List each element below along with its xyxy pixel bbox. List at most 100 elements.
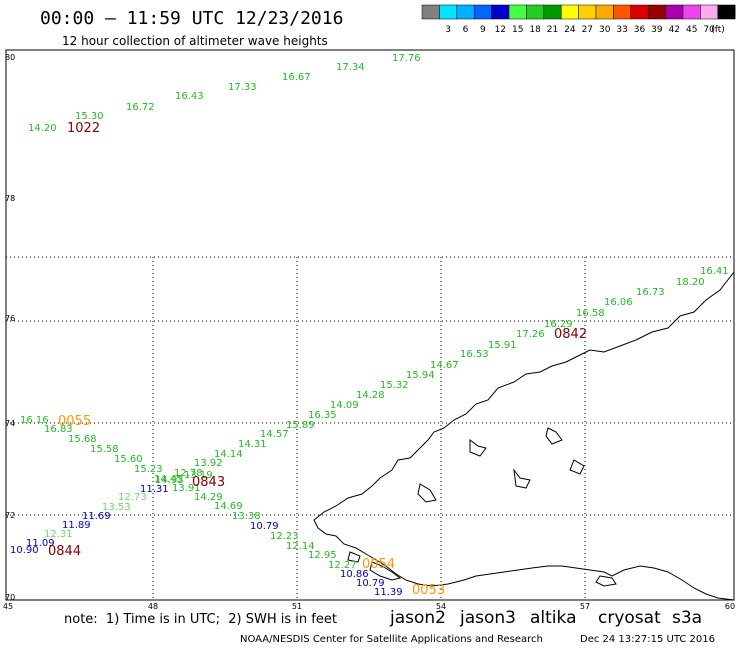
wave-height-value: 15.60 xyxy=(114,454,143,465)
wave-height-value: 14.93 xyxy=(155,475,184,486)
wave-height-value: 14.28 xyxy=(356,390,385,401)
wave-height-value: 16.83 xyxy=(44,424,73,435)
credit-line: NOAA/NESDIS Center for Satellite Applica… xyxy=(240,634,543,645)
wave-height-value: 11.31 xyxy=(140,484,169,495)
wave-height-value: 14.31 xyxy=(238,439,267,450)
pass-time-labels: 0055 0054 0053 1022 0842 0843 0844 xyxy=(48,121,587,598)
wave-height-value: 13.38 xyxy=(232,511,261,522)
wave-height-value: 13.53 xyxy=(102,502,131,513)
wave-height-value: 15.30 xyxy=(75,111,104,122)
wave-height-value: 14.29 xyxy=(194,492,223,503)
coastline xyxy=(313,271,735,601)
wave-height-value: 16.72 xyxy=(126,102,155,113)
wave-height-value: 15.94 xyxy=(406,370,435,381)
longitude-label: 54 xyxy=(436,602,446,611)
legend-unit-label: (ft) xyxy=(711,25,725,35)
wave-height-value: 16.41 xyxy=(700,266,729,277)
longitude-label: 51 xyxy=(292,602,302,611)
wave-height-value: 10.79 xyxy=(356,578,385,589)
wave-height-value: 17.76 xyxy=(392,53,421,64)
map-title: 00:00 – 11:59 UTC 12/23/2016 xyxy=(40,8,344,29)
legend-tick-label: 30 xyxy=(599,25,611,35)
wave-height-value: 10.86 xyxy=(340,569,369,580)
wave-height-value: 12.31 xyxy=(44,529,73,540)
wave-height-value: 16.73 xyxy=(636,287,665,298)
wave-height-value: 10.79 xyxy=(250,521,279,532)
wave-height-value: 16.06 xyxy=(604,297,633,308)
legend-tick-label: 9 xyxy=(480,25,486,35)
wave-height-value: 17.33 xyxy=(228,82,257,93)
altika-pass-time: 0053 xyxy=(412,583,445,598)
wave-height-value: 12.23 xyxy=(270,531,299,542)
latitude-label: 72 xyxy=(5,511,15,520)
latitude-label: 76 xyxy=(5,314,15,323)
altimeter-tracks: 14.20 15.30 16.72 16.43 17.33 16.67 17.34 17.76… xyxy=(10,53,729,598)
legend-tick-label: 24 xyxy=(564,25,576,35)
latitude-label: 74 xyxy=(5,419,15,428)
legend-tick-label: 15 xyxy=(512,25,523,35)
satellite-cryosat-label: cryosat xyxy=(598,608,661,628)
legend-tick-label: 45 xyxy=(686,25,697,35)
wave-height-value: 11.89 xyxy=(62,520,91,531)
wave-height-value: 14.09 xyxy=(330,400,359,411)
satellite-jason3-label: jason3 xyxy=(460,608,516,628)
wave-height-value: 14.69 xyxy=(214,501,243,512)
wave-height-value: 16.53 xyxy=(460,349,489,360)
latitude-label: 70 xyxy=(5,593,15,602)
satellite-altika-label: altika xyxy=(530,608,577,628)
altika-pass-time: 0055 xyxy=(58,414,91,429)
longitude-label: 45 xyxy=(3,602,13,611)
wave-height-value: 14.57 xyxy=(260,429,289,440)
wave-height-value: 14.67 xyxy=(430,360,459,371)
generated-timestamp: Dec 24 13:27:15 UTC 2016 xyxy=(580,634,715,645)
wave-height-value: 12.73 xyxy=(118,492,147,503)
wave-height-value: 13.19 xyxy=(184,470,213,481)
color-scale-legend: 3 6 9 12 15 18 21 24 27 30 33 36 39 42 45 70(ft) xyxy=(421,4,736,35)
wave-height-value: 15.91 xyxy=(488,340,517,351)
latitude-labels: 80 78 76 74 72 70 xyxy=(5,53,15,602)
wave-height-value: 14.20 xyxy=(28,123,57,134)
latitude-label: 80 xyxy=(5,53,15,62)
wave-height-value: 12.14 xyxy=(286,541,315,552)
wave-height-value: 16.43 xyxy=(175,91,204,102)
wave-height-value: 17.26 xyxy=(516,329,545,340)
wave-height-value: 13.92 xyxy=(194,458,223,469)
legend-tick-label: 27 xyxy=(582,25,593,35)
map-subtitle: 12 hour collection of altimeter wave hei… xyxy=(62,34,328,48)
wave-height-value: 11.09 xyxy=(26,538,55,549)
wave-height-value: 10.90 xyxy=(10,545,39,556)
legend-tick-label: 3 xyxy=(445,25,451,35)
satellite-jason2-label: jason2 xyxy=(390,608,446,628)
map-frame xyxy=(5,49,735,601)
cryosat-pass-time: 0842 xyxy=(554,327,587,342)
footer-note: note: 1) Time is in UTC; 2) SWH is in fe… xyxy=(64,612,337,627)
wave-height-value: 15.68 xyxy=(68,434,97,445)
legend-tick-label: 18 xyxy=(529,25,541,35)
legend-tick-label: 39 xyxy=(651,25,663,35)
wave-height-value: 16.16 xyxy=(20,415,49,426)
wave-height-value: 15.32 xyxy=(380,380,409,391)
wave-height-value: 12.95 xyxy=(308,550,337,561)
wave-height-value: 16.67 xyxy=(282,72,311,83)
longitude-label: 57 xyxy=(580,602,590,611)
wave-height-value: 15.58 xyxy=(90,444,119,455)
wave-height-value: 16.29 xyxy=(544,319,573,330)
legend-tick-label: 42 xyxy=(669,25,680,35)
wave-height-value: 12.78 xyxy=(174,468,203,479)
wave-height-value: 15.23 xyxy=(134,464,163,475)
wave-height-value: 15.89 xyxy=(286,420,315,431)
legend-swatch xyxy=(717,4,736,20)
latitude-label: 78 xyxy=(5,194,15,203)
wave-height-value: 16.58 xyxy=(576,308,605,319)
wave-height-value: 11.39 xyxy=(374,587,403,598)
wave-height-value: 18.20 xyxy=(676,277,705,288)
wave-height-value: 11.69 xyxy=(82,511,111,522)
wave-height-value: 16.35 xyxy=(308,410,337,421)
longitude-label: 60 xyxy=(725,602,735,611)
legend-tick-label: 33 xyxy=(616,25,627,35)
longitude-labels: 45 48 51 54 57 60 xyxy=(3,602,735,611)
cryosat-pass-time: 0844 xyxy=(48,544,81,559)
legend-tick-label: 36 xyxy=(634,25,646,35)
altika-pass-time: 0054 xyxy=(362,557,395,572)
